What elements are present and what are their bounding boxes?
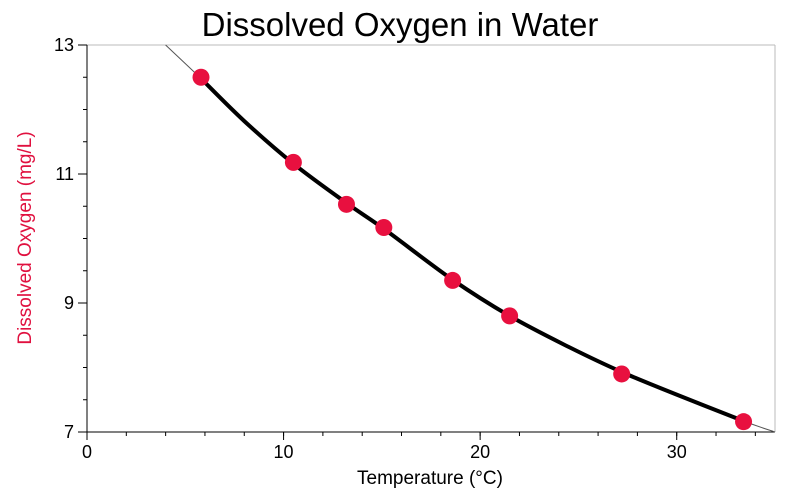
data-point <box>192 68 210 86</box>
data-point <box>284 153 302 171</box>
plot-frame <box>86 44 776 433</box>
y-tick-label: 11 <box>55 164 74 184</box>
x-tick-label: 10 <box>274 442 294 462</box>
x-tick-label: 20 <box>470 442 490 462</box>
x-tick-label: 0 <box>82 442 92 462</box>
x-tick-label: 30 <box>667 442 687 462</box>
tick-labels: 0 10 20 30 7 9 11 13 <box>54 35 687 462</box>
fit-curve <box>199 76 746 423</box>
x-axis-label: Temperature (°C) <box>357 468 503 489</box>
data-point <box>444 271 462 289</box>
data-point <box>337 195 355 213</box>
y-tick-label: 9 <box>64 293 74 313</box>
y-tick-label: 13 <box>54 35 74 55</box>
fit-curve-extension <box>165 44 776 433</box>
fit-curve-layer <box>165 44 776 433</box>
data-point <box>501 307 519 325</box>
data-point <box>613 365 631 383</box>
data-points <box>192 68 753 431</box>
data-point <box>735 413 753 431</box>
y-axis-label: Dissolved Oxygen (mg/L) <box>15 131 36 344</box>
y-tick-label: 7 <box>64 422 74 442</box>
data-point <box>375 219 393 237</box>
axis-ticks <box>78 44 756 440</box>
chart-title: Dissolved Oxygen in Water <box>202 6 599 43</box>
